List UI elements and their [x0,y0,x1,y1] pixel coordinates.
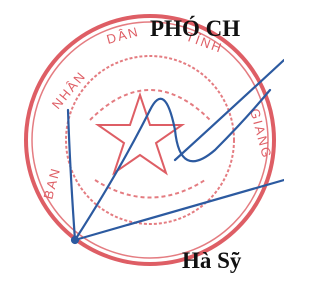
document-fragment: BAN NHÂN DÂN TỈNH GIANG PHÓ CH Hà Sỹ [0,0,284,288]
heading: PHÓ CH [150,15,240,41]
signer-name: Hà Sỹ [182,248,242,273]
signature-dot [72,237,78,243]
paper [0,0,284,288]
